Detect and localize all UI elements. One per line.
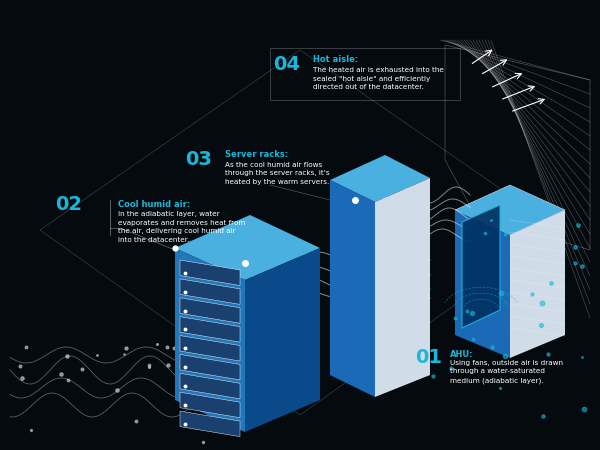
- Polygon shape: [245, 248, 320, 432]
- Text: 03: 03: [185, 150, 212, 169]
- Polygon shape: [180, 317, 240, 342]
- Polygon shape: [455, 185, 565, 235]
- Polygon shape: [180, 355, 240, 380]
- Polygon shape: [180, 279, 240, 304]
- Text: Using fans, outside air is drawn
through a water-saturated
medium (adiabatic lay: Using fans, outside air is drawn through…: [450, 360, 563, 383]
- Polygon shape: [330, 155, 430, 202]
- Text: 01: 01: [415, 348, 442, 367]
- Polygon shape: [180, 374, 240, 399]
- Polygon shape: [175, 215, 320, 280]
- Polygon shape: [375, 178, 430, 397]
- Polygon shape: [175, 248, 245, 432]
- Polygon shape: [180, 336, 240, 361]
- Text: In the adiabatic layer, water
evaporates and removes heat from
the air, deliveri: In the adiabatic layer, water evaporates…: [118, 211, 245, 243]
- Text: AHU:: AHU:: [450, 350, 473, 359]
- Text: 04: 04: [273, 55, 300, 74]
- Polygon shape: [180, 298, 240, 323]
- Text: 02: 02: [55, 195, 82, 214]
- Text: The heated air is exhausted into the
sealed "hot aisle" and efficiently
directed: The heated air is exhausted into the sea…: [313, 67, 444, 90]
- Text: Hot aisle:: Hot aisle:: [313, 55, 358, 64]
- Text: Cool humid air:: Cool humid air:: [118, 200, 190, 209]
- Polygon shape: [462, 205, 500, 328]
- Polygon shape: [180, 260, 240, 285]
- Polygon shape: [330, 180, 375, 397]
- Text: Server racks:: Server racks:: [225, 150, 288, 159]
- Polygon shape: [180, 392, 240, 418]
- Polygon shape: [510, 210, 565, 358]
- Polygon shape: [180, 411, 240, 436]
- Polygon shape: [455, 210, 510, 358]
- Text: As the cool humid air flows
through the server racks, it's
heated by the warm se: As the cool humid air flows through the …: [225, 162, 329, 185]
